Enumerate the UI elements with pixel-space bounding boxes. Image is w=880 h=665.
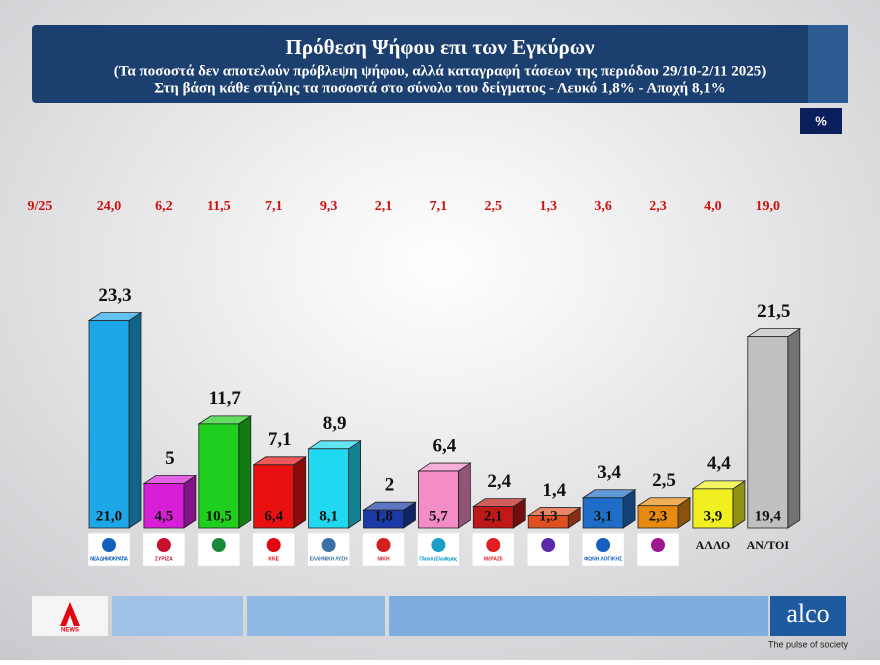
sample-label: 8,1 bbox=[319, 508, 338, 524]
bar bbox=[747, 336, 789, 529]
bar-side bbox=[457, 462, 471, 529]
bar-side bbox=[293, 456, 307, 529]
sample-label: 1,3 bbox=[539, 508, 558, 524]
party-logo-mark bbox=[321, 538, 336, 552]
previous-value: 2,1 bbox=[375, 199, 393, 214]
party-logo-mark bbox=[266, 538, 281, 552]
value-label: 2,4 bbox=[487, 471, 511, 492]
chart-title: Πρόθεση Ψήφου επι των Εγκύρων bbox=[286, 35, 596, 59]
value-label: 21,5 bbox=[757, 301, 790, 322]
bar-side bbox=[128, 311, 142, 529]
brand: alco bbox=[786, 599, 829, 628]
previous-label: 9/25 bbox=[28, 199, 53, 214]
party-logo-mark bbox=[376, 538, 391, 552]
sample-label: 6,4 bbox=[264, 508, 283, 524]
party-logo-mark bbox=[651, 538, 665, 552]
value-label: 23,3 bbox=[98, 285, 131, 306]
party-logo-mark bbox=[596, 538, 611, 552]
bar bbox=[198, 423, 240, 529]
sample-label: 2,1 bbox=[484, 508, 503, 524]
unit-label: % bbox=[815, 113, 827, 128]
previous-value: 11,5 bbox=[207, 199, 231, 214]
value-label: 1,4 bbox=[542, 480, 566, 501]
bar bbox=[692, 488, 734, 529]
previous-value: 9,3 bbox=[320, 199, 338, 214]
party-name: ΝΙΚΗ bbox=[377, 556, 390, 562]
previous-value: 24,0 bbox=[97, 199, 122, 214]
sample-label: 4,5 bbox=[155, 508, 174, 524]
subtitle: Στη βάση κάθε στήλης τα ποσοστά στο σύνο… bbox=[154, 80, 725, 96]
footer-bar bbox=[389, 596, 768, 636]
bar bbox=[472, 506, 514, 529]
previous-value: 3,6 bbox=[594, 199, 612, 214]
bar bbox=[417, 470, 459, 529]
value-label: 11,7 bbox=[209, 388, 242, 409]
bar-side bbox=[348, 440, 362, 529]
sample-label: 21,0 bbox=[96, 508, 122, 524]
party-name: ΦΩΝΗ ΛΟΓΙΚΗΣ bbox=[584, 556, 622, 562]
bar bbox=[143, 483, 185, 529]
category-label: ΑΝ/ΤΟΙ bbox=[747, 538, 790, 552]
footer-bar bbox=[247, 596, 385, 636]
bar bbox=[88, 320, 130, 529]
channel-text: NEWS bbox=[61, 628, 79, 634]
sample-label: 1,8 bbox=[374, 508, 393, 524]
party-name: ΜέΡΑ25 bbox=[484, 556, 503, 562]
party-name: ΚΚΕ bbox=[268, 556, 279, 562]
previous-value: 19,0 bbox=[756, 199, 781, 214]
footer-bar bbox=[112, 596, 243, 636]
value-label: 4,4 bbox=[707, 453, 731, 474]
brand-box bbox=[770, 596, 846, 636]
bar bbox=[527, 515, 569, 529]
value-label: 5 bbox=[165, 448, 175, 469]
sample-label: 10,5 bbox=[206, 508, 232, 524]
value-label: 2,5 bbox=[652, 470, 676, 491]
value-label: 2 bbox=[385, 475, 395, 496]
previous-value: 7,1 bbox=[430, 199, 448, 214]
previous-value: 1,3 bbox=[539, 199, 557, 214]
party-logo-mark bbox=[156, 538, 171, 552]
unit-box bbox=[800, 108, 842, 134]
party-name: ΕΛΛΗΝΙΚΗ ΛΥΣΗ bbox=[310, 556, 348, 562]
party-name: ΣΥΡΙΖΑ bbox=[155, 556, 173, 562]
party-name: Πλεύση Ελευθερίας bbox=[419, 556, 457, 562]
previous-value: 4,0 bbox=[704, 199, 722, 214]
previous-value: 2,5 bbox=[485, 199, 503, 214]
category-label: ΑΛΛΟ bbox=[696, 538, 731, 552]
value-label: 3,4 bbox=[597, 462, 621, 483]
value-label: 7,1 bbox=[268, 429, 292, 450]
party-logo-mark bbox=[486, 538, 501, 552]
value-label: 6,4 bbox=[433, 435, 457, 456]
bar-side bbox=[787, 327, 801, 529]
sample-label: 3,9 bbox=[704, 508, 723, 524]
value-label: 8,9 bbox=[323, 413, 347, 434]
channel-logo bbox=[60, 602, 80, 626]
previous-value: 6,2 bbox=[155, 199, 173, 214]
subtitle: (Τα ποσοστά δεν αποτελούν πρόβλεψη ψήφου… bbox=[114, 63, 766, 79]
sample-label: 2,3 bbox=[649, 508, 668, 524]
bar bbox=[308, 448, 350, 529]
party-logo-mark bbox=[431, 538, 446, 552]
sample-label: 5,7 bbox=[429, 508, 448, 524]
previous-value: 2,3 bbox=[649, 199, 667, 214]
header-panel bbox=[32, 25, 848, 103]
party-logo-mark bbox=[211, 538, 226, 552]
bar bbox=[637, 505, 679, 529]
bar bbox=[253, 464, 295, 529]
party-logo-mark bbox=[102, 538, 116, 552]
sample-label: 3,1 bbox=[594, 508, 613, 524]
party-name: ΝΕΑ ΔΗΜΟΚΡΑΤΙΑ bbox=[90, 556, 128, 562]
bar-side bbox=[238, 415, 252, 529]
header-stripe bbox=[808, 25, 848, 103]
bar bbox=[363, 509, 404, 529]
tagline: The pulse of society bbox=[768, 639, 849, 649]
sample-label: 19,4 bbox=[755, 508, 782, 524]
bar-side bbox=[183, 474, 197, 529]
previous-value: 7,1 bbox=[265, 199, 283, 214]
bar bbox=[582, 497, 624, 529]
party-logo-mark bbox=[541, 538, 556, 552]
